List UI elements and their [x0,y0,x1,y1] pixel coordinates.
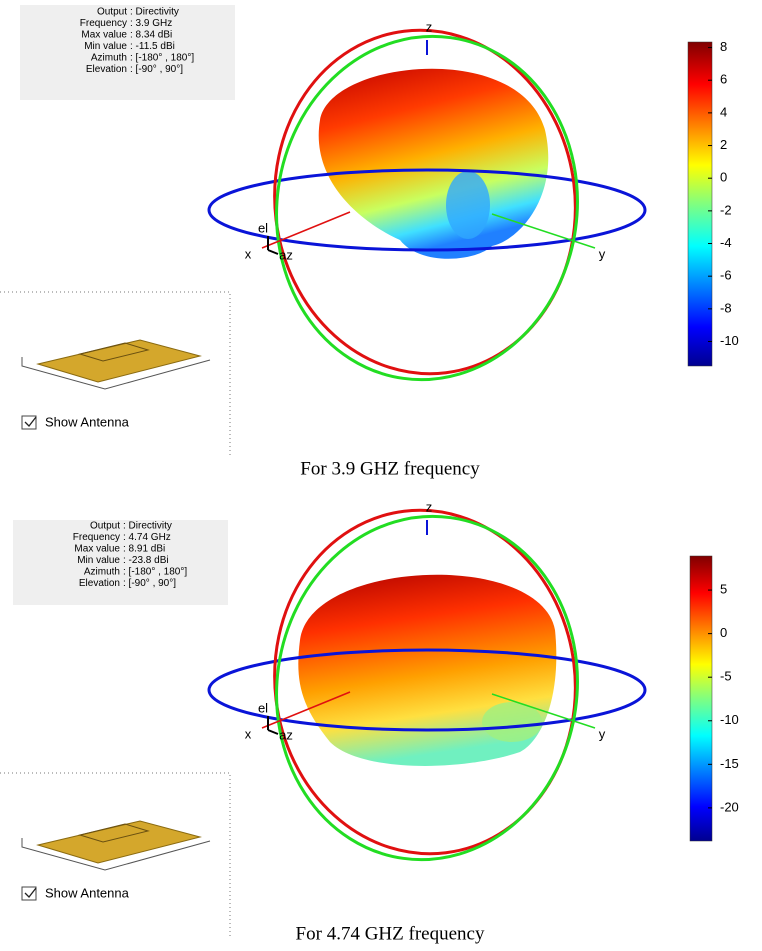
info-value: : 4.74 GHz [123,532,171,543]
axis-label-az: az [279,247,293,262]
colorbar-tick-label: -4 [720,235,732,250]
colorbar [690,556,712,841]
caption: For 3.9 GHZ frequency [300,458,480,479]
info-value: : [-90° , 90°] [123,578,176,589]
colorbar-tick-label: -2 [720,202,732,217]
info-value: : 8.34 dBi [130,30,172,41]
info-value: : [-180° , 180°] [123,567,187,578]
antenna-substrate [38,821,200,863]
checkbox-label: Show Antenna [45,414,130,429]
info-value: : Directivity [123,521,172,532]
info-label: Output [90,521,120,532]
info-box [13,520,228,605]
info-value: : -23.8 dBi [123,555,169,566]
show-antenna-checkbox[interactable] [22,416,36,429]
info-label: Frequency [73,532,120,543]
info-value: : Directivity [130,7,179,18]
info-label: Frequency [80,18,127,29]
colorbar [688,42,712,366]
axis-label-az: az [279,727,293,742]
info-value: : 3.9 GHz [130,18,172,29]
pattern-surface [319,69,549,259]
pattern-dip [446,171,490,239]
colorbar-tick-label: 0 [720,625,727,640]
colorbar-tick-label: -20 [720,799,739,814]
colorbar-tick-label: 0 [720,170,727,185]
info-label: Min value [84,41,127,52]
axis-label-z: z [426,19,433,34]
info-label: Azimuth [91,53,127,64]
info-label: Output [97,7,127,18]
colorbar-tick-label: -5 [720,669,732,684]
info-label: Min value [77,555,120,566]
show-antenna-checkbox[interactable] [22,887,36,900]
info-value: : [-90° , 90°] [130,64,183,75]
info-value: : 8.91 dBi [123,544,165,555]
axis-label-z: z [426,499,433,514]
info-value: : -11.5 dBi [130,41,175,52]
info-box [20,5,235,100]
colorbar-tick-label: -8 [720,300,732,315]
caption: For 4.74 GHZ frequency [296,923,485,944]
checkbox-label: Show Antenna [45,885,130,900]
axis-label-y: y [599,726,606,741]
colorbar-tick-label: 5 [720,582,727,597]
info-label: Azimuth [84,567,120,578]
colorbar-tick-label: -15 [720,756,739,771]
info-label: Elevation [86,64,127,75]
info-label: Max value [81,30,127,41]
axis-label-y: y [599,246,606,261]
axis-label-x: x [245,726,252,741]
info-value: : [-180° , 180°] [130,53,194,64]
colorbar-tick-label: -10 [720,333,739,348]
figure: Output: DirectivityFrequency: 3.9 GHzMax… [0,0,762,951]
axis-label-el: el [258,220,268,235]
info-label: Elevation [79,578,120,589]
colorbar-tick-label: -6 [720,268,732,283]
info-label: Max value [74,544,120,555]
colorbar-tick-label: 2 [720,137,727,152]
colorbar-tick-label: -10 [720,712,739,727]
axis-label-x: x [245,246,252,261]
colorbar-tick-label: 8 [720,39,727,54]
colorbar-tick-label: 4 [720,104,727,119]
colorbar-tick-label: 6 [720,72,727,87]
antenna-substrate [38,340,200,382]
axis-label-el: el [258,700,268,715]
